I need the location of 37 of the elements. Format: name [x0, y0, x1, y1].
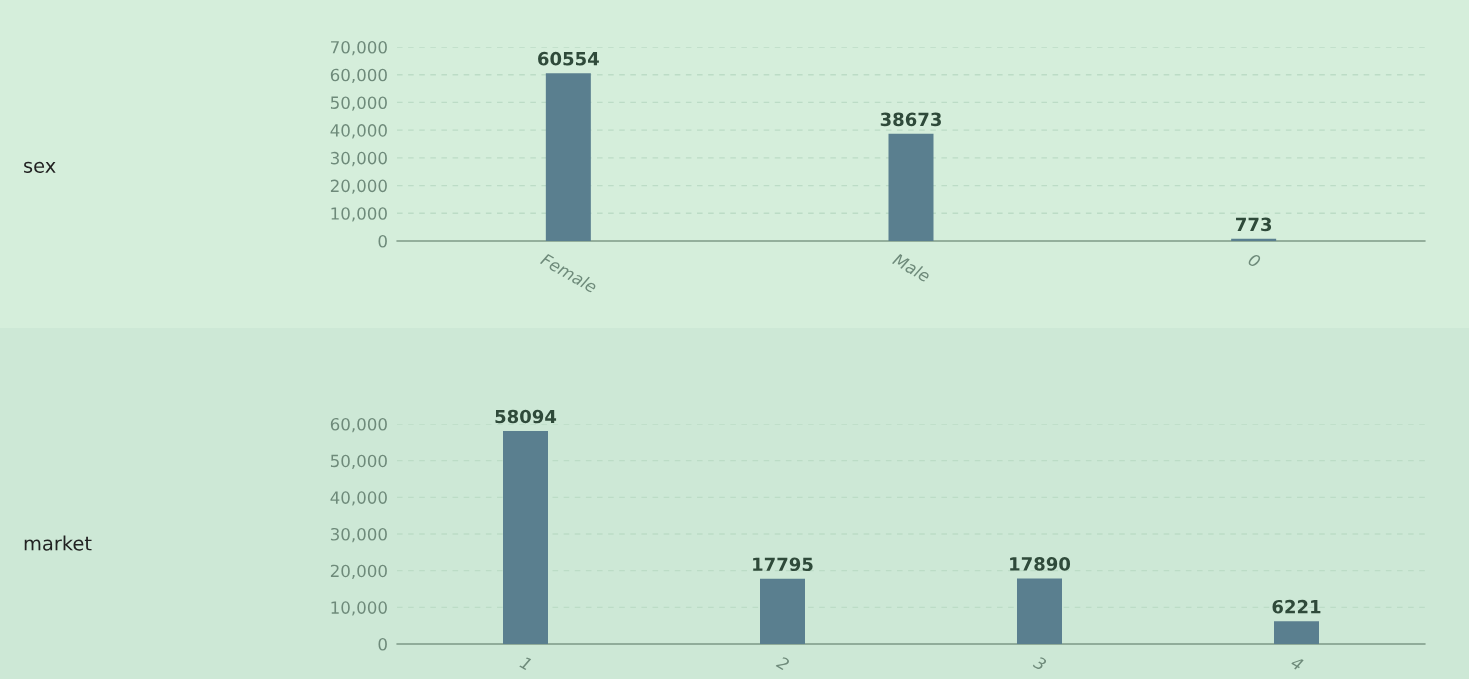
y-tick-label: 30,000 [330, 151, 387, 167]
bar [503, 430, 548, 644]
y-axis-title: market [24, 535, 92, 551]
bar [545, 73, 591, 241]
bar [1274, 621, 1319, 644]
y-tick-label: 60,000 [330, 417, 387, 433]
x-tick-label: Male [891, 252, 932, 283]
x-tick-label: 2 [775, 655, 791, 671]
y-tick-label: 10,000 [331, 207, 387, 222]
y-tick-label: 20,000 [330, 564, 387, 579]
y-tick-label: 50,000 [330, 454, 387, 469]
bar [1231, 238, 1277, 241]
y-tick-label: 60,000 [330, 68, 387, 83]
y-tick-label: 30,000 [330, 527, 387, 543]
y-tick-label: 0 [378, 637, 387, 651]
y-tick-label: 20,000 [330, 179, 387, 194]
data-label: 773 [1236, 217, 1272, 232]
bar [1017, 578, 1062, 644]
data-label: 6221 [1272, 599, 1321, 614]
y-tick-label: 70,000 [331, 40, 387, 56]
data-label: 60554 [538, 51, 599, 66]
y-tick-label: 40,000 [330, 124, 387, 139]
x-tick-label: 1 [519, 655, 532, 671]
x-tick-label: 3 [1032, 655, 1048, 672]
x-tick-label: 4 [1289, 655, 1304, 671]
bar [760, 578, 805, 644]
y-tick-label: 10,000 [331, 601, 387, 616]
data-label: 58094 [495, 409, 557, 424]
data-label: 38673 [880, 112, 941, 127]
y-tick-label: 50,000 [330, 96, 387, 111]
y-axis-title: sex [24, 161, 56, 173]
y-tick-label: 0 [378, 234, 387, 248]
data-label: 17890 [1010, 557, 1071, 571]
bar [888, 133, 934, 241]
x-tick-label: 0 [1247, 252, 1262, 269]
data-label: 17795 [753, 557, 813, 572]
y-tick-label: 40,000 [330, 491, 387, 506]
